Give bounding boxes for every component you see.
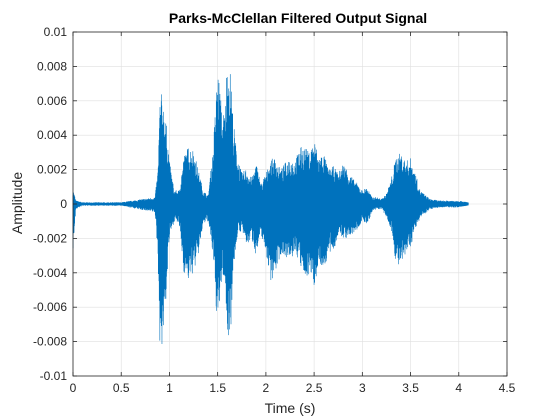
y-tick-label: 0.008 bbox=[37, 59, 67, 73]
y-tick-label: -0.004 bbox=[33, 266, 67, 280]
y-tick-label: 0.002 bbox=[37, 163, 67, 177]
chart-title: Parks-McClellan Filtered Output Signal bbox=[169, 10, 427, 26]
y-axis-ticks: -0.01 -0.008 -0.006 -0.004 -0.002 0 0.002 0.004… bbox=[33, 25, 507, 383]
y-tick-label: 0.004 bbox=[37, 128, 67, 142]
x-tick-label: 4.5 bbox=[499, 381, 516, 395]
y-tick-label: -0.01 bbox=[40, 369, 68, 383]
x-tick-label: 1.5 bbox=[209, 381, 226, 395]
x-tick-label: 3.5 bbox=[402, 381, 419, 395]
x-tick-label: 3 bbox=[359, 381, 366, 395]
x-tick-label: 2 bbox=[263, 381, 270, 395]
y-tick-label: -0.008 bbox=[33, 335, 67, 349]
x-axis-label: Time (s) bbox=[265, 400, 316, 416]
x-tick-label: 2.5 bbox=[306, 381, 323, 395]
signal-series-line bbox=[72, 74, 469, 345]
x-tick-label: 0 bbox=[70, 381, 77, 395]
y-axis-label: Amplitude bbox=[9, 172, 25, 234]
y-tick-label: 0 bbox=[60, 197, 67, 211]
y-tick-label: 0.006 bbox=[37, 94, 67, 108]
y-tick-label: 0.01 bbox=[44, 25, 68, 39]
x-tick-label: 4 bbox=[455, 381, 462, 395]
x-axis-ticks: 0 0.5 1 1.5 2 2.5 3 3.5 4 4.5 bbox=[70, 32, 516, 395]
y-tick-label: -0.002 bbox=[33, 231, 67, 245]
x-tick-label: 0.5 bbox=[113, 381, 130, 395]
x-tick-label: 1 bbox=[166, 381, 173, 395]
y-tick-label: -0.006 bbox=[33, 300, 67, 314]
series-layer bbox=[72, 74, 469, 345]
